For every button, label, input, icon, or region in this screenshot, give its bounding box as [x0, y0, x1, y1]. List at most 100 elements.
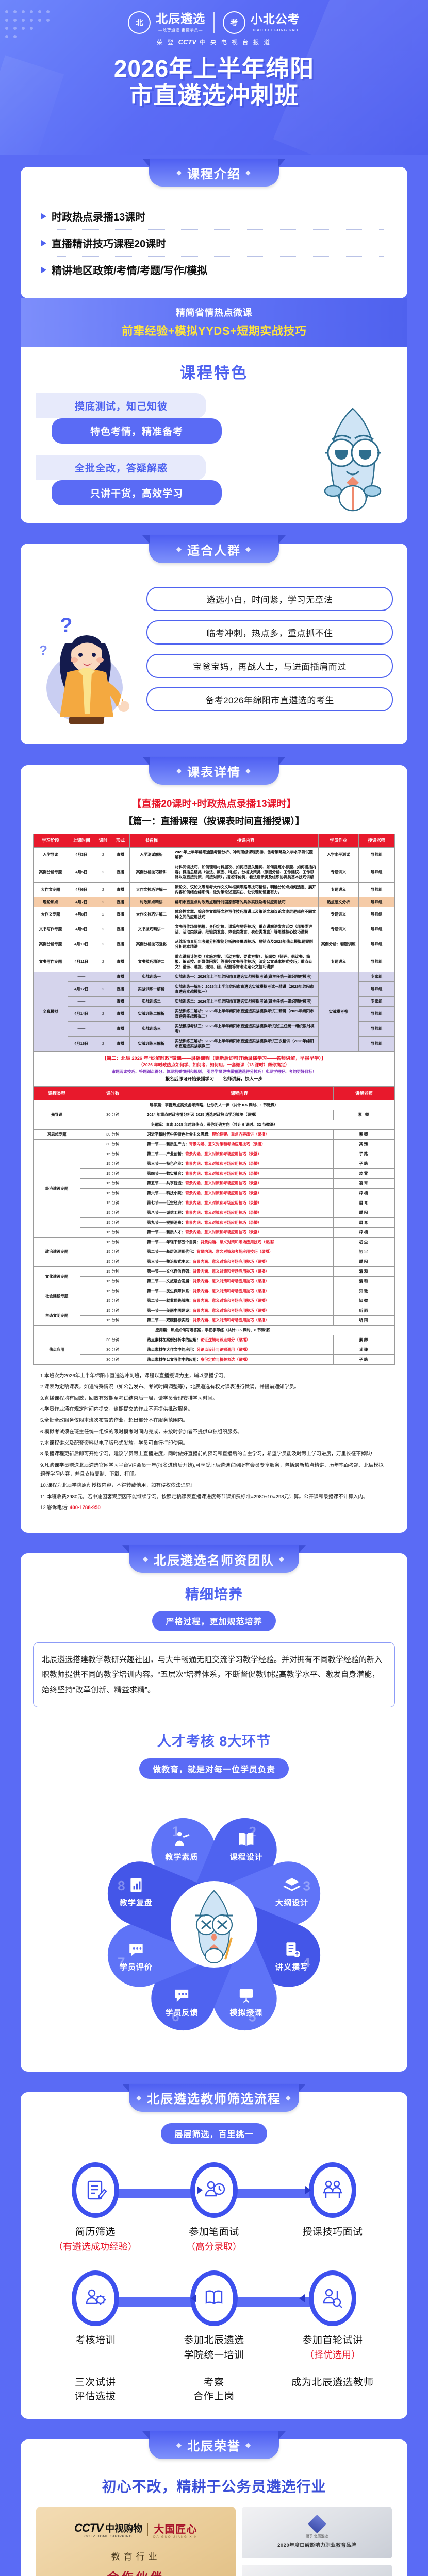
support-phone-number[interactable]: 400-1788-950: [70, 1505, 101, 1511]
cell-format: 直播: [111, 952, 130, 973]
schedule-title: 课表详情: [187, 765, 241, 779]
wheel-petal-2[interactable]: 2 课程设计: [184, 1808, 287, 1937]
table-row: 文书写作专题 4月9日 2 直播 文书技巧精讲一 文书写作场景把握、身份定位、谋篇布局等技…: [33, 922, 395, 938]
wheel-petal-7[interactable]: 7 学员评价: [97, 1894, 226, 1997]
cell-course-content: 第五节——共享智造：背景内涵、意义对策和考场应用技巧（录播）: [145, 1178, 334, 1189]
cell-teacher: 专家组: [358, 996, 395, 1007]
course-notes: 1.本班次为2026年上半年绵阳市直遴选冲刺班，课程以直播授课为主，辅以录播学习…: [33, 1365, 395, 1519]
process-node-sub: 学院统一培训: [184, 2349, 244, 2361]
note-item: 11.本班收费2980元，若中途因客观原因不能继续学习，按照定稿课表直播课进度每…: [40, 1494, 368, 1500]
cell-duration: 15 分钟: [80, 1237, 146, 1248]
cell-stage: 大作文专题: [33, 882, 68, 898]
feature-item-4: 只讲干货，高效学习: [52, 480, 222, 505]
process-node-3: 授课技巧面试: [281, 2162, 384, 2240]
course-intro-card: ◆ 课程介绍 ◆ 时政热点录播13课时 直播精讲技巧课程20课时 精讲地区政策/…: [21, 159, 407, 298]
cell-duration: 15 分钟: [80, 1306, 146, 1316]
cell-date: 4月12日: [67, 981, 95, 997]
list-item: 直播精讲技巧课程20课时: [41, 231, 387, 255]
cell-teacher: 素卿: [333, 1335, 396, 1346]
note-item: 10.课程为北辰学院原创授权内容，不得转载他用，如有侵权依法追究!: [40, 1482, 192, 1488]
cell-format: 直播: [111, 937, 130, 953]
cell-lesson-name: 实战训练三解析: [129, 1036, 174, 1052]
cell-duration: 15 分钟: [80, 1168, 146, 1179]
cell-hours: 2: [94, 1036, 112, 1052]
cctv-suffix: 中 央 电 视 台 报 道: [200, 40, 271, 46]
cell-homework: 专题讲义: [318, 907, 359, 923]
cell-lesson-name: 大作文技巧讲解一: [129, 882, 174, 898]
wheel-petal-1[interactable]: 1 教学素质: [141, 1808, 244, 1937]
table-row: 理论热点 4月7日 2 直播 时政热点精讲 绵阳市直重点时政热点和针对国家部署的具体实践及…: [33, 897, 395, 908]
teacher-team-card: ◆ 北辰遴选名师资团队 ◆ 精细培养 严格过程，更加规范培养 北辰遴选搭建教学教…: [21, 1545, 407, 2072]
cell-hours: ——: [94, 1021, 112, 1037]
wheel-petal-8[interactable]: 8 教学复盘: [97, 1852, 226, 1954]
cell-lesson-name: 入学测试解析: [129, 847, 174, 863]
table-row: 30 分钟 热点素材在大作文中的应用：分论点设计与论据调用（录播） 其臻: [34, 1345, 396, 1355]
diamond-icon-right: ◆: [279, 1555, 285, 1563]
cell-content: 实战训练三解析：2026年上半年绵阳市直遴选实战模拟考试三次精讲（2026年绵阳…: [173, 1036, 319, 1052]
cell-duration: 30 分钟: [80, 1345, 146, 1355]
cell-course-content: 第六节——科技小院：背景内涵、意义对策和考场应用技巧（录播）: [145, 1188, 334, 1199]
cell-date: 4月11日: [67, 952, 95, 973]
cell-teacher: 导师组: [358, 1036, 395, 1052]
cell-teacher: 子路: [333, 1159, 396, 1170]
recorded-banner-line1: 【篇二：北辰 2026 年“妙解时政”微课——录播课程（更新后即可开始录播学习—…: [102, 1055, 326, 1061]
process-node-label: 参加首轮试讲: [302, 2334, 363, 2346]
trial-lecture-icon: [309, 2270, 356, 2326]
table-row: 政治建设专题 15 分钟 第一节——年轻干部五个自觉：背景内涵、意义对策和考场应用技…: [32, 1237, 396, 1267]
cell-stage: 案例分析专题: [33, 937, 68, 953]
cell-homework: 专题讲义: [318, 862, 359, 883]
schedule-part1-heading: 【篇一：直播课程（按课表时间直播授课）】: [123, 816, 305, 826]
cell-content-highlight: 背景内涵、意义对策和考场应用技巧（录播）: [193, 1298, 269, 1303]
cctv-partner-certificate: CCTV 中视购物 CCTV HOME SHOPPING 大国匠心 DA GUO…: [36, 2507, 236, 2576]
strip-line-1: 精简省情热点微课: [176, 308, 252, 318]
note-item: 2.课表为定稿课表，如遇特殊情况（如公告发布、考试时间调整等），北辰遴选有权对课…: [40, 1384, 300, 1390]
cell-stage: 大作文专题: [33, 907, 68, 923]
presentation-icon: [238, 1986, 255, 2004]
cell-teacher: 导师组: [358, 937, 395, 953]
cell-content-highlight: 背景内涵、意义对策和考场应用技巧（录播）: [193, 1308, 269, 1313]
table-row: 15 分钟 第四节——数实融合：背景内涵、意义对策和考场应用技巧（录播） 凌霄: [34, 1168, 396, 1179]
cell-lesson-name: 案例分析技巧强化: [129, 937, 174, 953]
cell-course-content: 热点素材在案例分析中的应用：论证逻辑与踩点得分（录播）: [145, 1335, 334, 1346]
cell-course-content: 第二节——双碳目标实践：背景内涵、意义对策和考场应用技巧（录播）: [145, 1315, 334, 1326]
cell-content: 实战训练二：2026年上半年绵阳市直遴选实战模拟考试(班主任统一组织限时模考): [173, 996, 319, 1007]
cell-teacher: 导师组: [358, 897, 395, 908]
cell-content-highlight: 背景内涵、意义对策和考场应用技巧（录播）: [193, 1318, 269, 1323]
column-header: 书名称: [129, 833, 174, 848]
cell-date: 4月16日: [67, 1036, 95, 1052]
brand-award-certificate-2: 腾讯教育 2020年度影响力在线教育品牌: [242, 2564, 392, 2576]
cell-teacher: 导师组: [358, 847, 395, 863]
note-item: 5.全批全改服务仅限本班次布置的作业，超出部分不在服务范围内。: [40, 1418, 188, 1424]
cell-lesson-name: 大作文技巧讲解二: [129, 907, 174, 923]
triangle-bullet-icon: [41, 213, 46, 219]
cell-content-highlight: 背景内涵、意义对策和考场应用技巧（录播）: [193, 1269, 269, 1274]
schedule-card: ◆ 课表详情 ◆ 【直播20课时+时政热点录播13课时】 【篇一：直播课程（按课…: [21, 757, 407, 1533]
cell-course-type: 经济建设专题: [32, 1139, 81, 1238]
cell-course-content: 第七节——低空经济：背景内涵、意义对策和考场应用技巧（录播）: [145, 1198, 334, 1209]
diamond-icon-left: ◆: [176, 168, 183, 176]
wheel-petal-3[interactable]: 3 大纲设计: [202, 1852, 331, 1954]
brand-beichen-slogan: —敢智遴选 更懂学员—: [158, 27, 203, 32]
table-row: 15 分钟 第五节——共享智造：背景内涵、意义对策和考场应用技巧（录播） 凌霄: [34, 1178, 396, 1189]
wheel-petal-6[interactable]: 6 学员反馈: [141, 1912, 244, 2041]
svg-text:?: ?: [60, 614, 72, 637]
cell-teacher: 眉弯: [333, 1198, 396, 1209]
certificate-partner: 合作伙伴: [42, 2567, 229, 2576]
cell-format: 直播: [111, 922, 130, 938]
cell-course-type: 政治建设专题: [32, 1237, 81, 1267]
document-upload-icon: [283, 1941, 301, 1958]
table-row: 4月14日 2 直播 实战训练二解析 实战训练二解析：2026年上半年绵阳市直遴选实战模…: [34, 1006, 395, 1022]
cell-course-content: 第一节——民生保障体系：背景内涵、意义对策和考场应用技巧（录播）: [145, 1286, 334, 1297]
recorded-schedule-table: 课程类型 课时数 课程内容 讲解老师 导学篇：掌握热点高效备考策略，让你先人一步（共计…: [32, 1087, 396, 1365]
cell-duration: 15 分钟: [80, 1159, 146, 1170]
triangle-bullet-icon: [41, 240, 46, 246]
petal-label: 教学复盘: [119, 1898, 153, 1907]
strip-line-2: 前辈经验+模拟YYDS+短期实战技巧: [121, 325, 307, 337]
diamond-icon-left: ◆: [176, 2441, 183, 2449]
process-node-sub: （择优选用）: [305, 2349, 360, 2360]
wheel-petal-5[interactable]: 5 模拟授课: [184, 1912, 287, 2041]
wheel-petal-4[interactable]: 4 讲义撰写: [202, 1894, 331, 1997]
cell-lesson-name: 实战训练三: [129, 1021, 174, 1037]
cell-date: 4月8日: [67, 907, 95, 923]
cell-stage: 全真模拟: [33, 972, 68, 1052]
